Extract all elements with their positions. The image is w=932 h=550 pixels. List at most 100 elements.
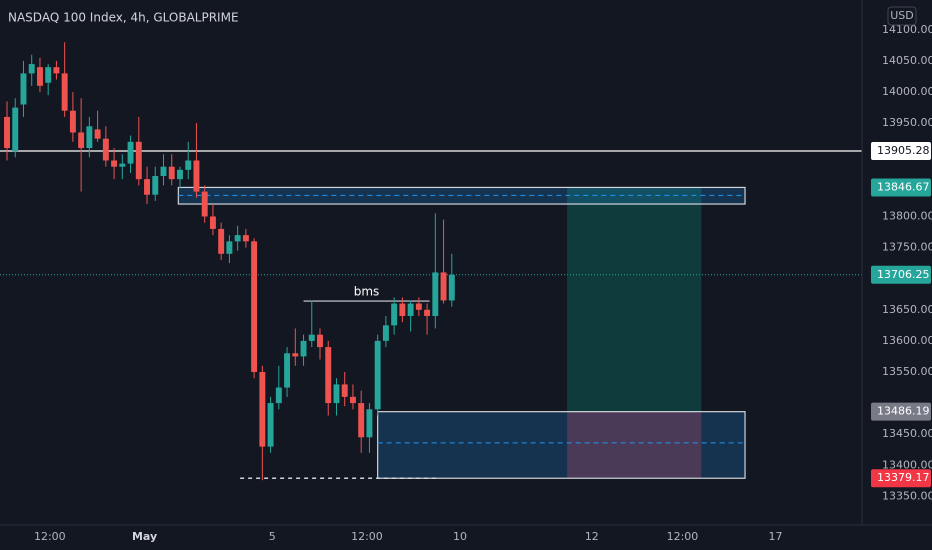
candle: [234, 225, 241, 251]
candle: [432, 213, 439, 329]
price-label-box: [871, 469, 931, 488]
candle: [382, 315, 389, 348]
candle: [152, 166, 159, 201]
candle-body: [94, 129, 101, 139]
candle: [218, 222, 225, 261]
candle: [209, 204, 216, 236]
y-tick-label: 13750.00: [882, 241, 932, 254]
candle-body: [325, 347, 332, 404]
candle-body: [424, 309, 431, 316]
candle: [168, 154, 175, 186]
candle-body: [36, 67, 43, 86]
candle-body: [201, 191, 208, 217]
candle: [201, 185, 208, 223]
x-tick-label: 12: [585, 530, 599, 543]
candle-body: [399, 303, 406, 316]
candle: [267, 396, 274, 453]
candle-body: [111, 160, 118, 167]
candle-body: [28, 64, 35, 74]
candle: [407, 300, 414, 332]
candle: [349, 384, 356, 410]
candle: [193, 123, 200, 198]
candle: [177, 166, 183, 189]
x-tick-label: 12:00: [34, 530, 66, 543]
x-tick-label: May: [132, 530, 157, 543]
candle: [275, 365, 282, 410]
bms-label: bms: [354, 285, 380, 299]
price-label: 13846.67: [877, 180, 930, 193]
y-tick-label: 13950.00: [882, 116, 932, 129]
candle: [374, 334, 381, 416]
candle: [160, 154, 167, 186]
candle: [415, 297, 422, 316]
candle-body: [333, 384, 340, 404]
candle-body: [177, 169, 183, 180]
candle: [424, 303, 431, 335]
candle: [341, 371, 348, 407]
price-label: 13706.25: [877, 268, 930, 281]
candle: [366, 403, 373, 453]
candle: [53, 60, 60, 80]
candle-body: [448, 274, 455, 301]
candle-body: [358, 403, 365, 438]
candle-body: [20, 73, 27, 105]
candle: [127, 135, 134, 173]
price-label-box: [871, 265, 931, 284]
candle-body: [432, 272, 439, 316]
candle-body: [102, 138, 109, 161]
y-tick-label: 13600.00: [882, 334, 932, 347]
y-tick-label: 14050.00: [882, 54, 932, 67]
price-label: 13905.28: [877, 144, 930, 157]
candle-body: [218, 228, 225, 254]
candle: [135, 116, 142, 186]
candle: [292, 328, 299, 366]
candle-body: [86, 126, 93, 149]
candle-body: [415, 303, 422, 310]
candle: [259, 365, 266, 481]
candle: [78, 98, 85, 192]
currency[interactable]: USD: [890, 9, 914, 22]
candle: [69, 92, 76, 142]
candle: [358, 390, 365, 453]
candle: [440, 219, 447, 304]
y-tick-label: 14100.00: [882, 23, 932, 36]
candle-body: [300, 340, 307, 357]
candle: [300, 334, 307, 366]
candle: [20, 60, 27, 117]
y-tick-label: 13800.00: [882, 209, 932, 222]
x-tick-label: 12:00: [351, 530, 383, 543]
x-tick-label: 10: [453, 530, 467, 543]
candle: [36, 57, 43, 93]
y-tick-label: 13350.00: [882, 489, 932, 502]
candle-body: [382, 325, 389, 341]
candle-body: [292, 353, 299, 357]
candle: [28, 54, 35, 86]
candle-body: [53, 67, 60, 74]
currency-box[interactable]: [887, 6, 917, 26]
candle-body: [267, 403, 274, 447]
candle: [251, 238, 258, 379]
candle-body: [284, 353, 291, 388]
candle-body: [259, 371, 266, 447]
price-label: 13486.19: [877, 405, 930, 418]
candle-body: [251, 241, 258, 372]
candle: [45, 64, 52, 96]
price-label-box: [871, 141, 931, 160]
candle-body: [135, 141, 142, 180]
candle: [12, 98, 19, 158]
candle-body: [317, 334, 323, 348]
candle-body: [69, 110, 76, 133]
candle-body: [440, 272, 447, 301]
candle-body: [193, 160, 200, 192]
candle-body: [308, 334, 315, 341]
candle-body: [391, 303, 398, 326]
candle: [308, 300, 315, 348]
chart-title: NASDAQ 100 Index, 4h, GLOBALPRIME: [8, 11, 239, 25]
candle: [242, 228, 249, 248]
candle-body: [209, 216, 216, 229]
y-tick-label: 13550.00: [882, 365, 932, 378]
candle: [448, 253, 455, 307]
candle-body: [61, 73, 68, 111]
candle-body: [275, 387, 282, 404]
